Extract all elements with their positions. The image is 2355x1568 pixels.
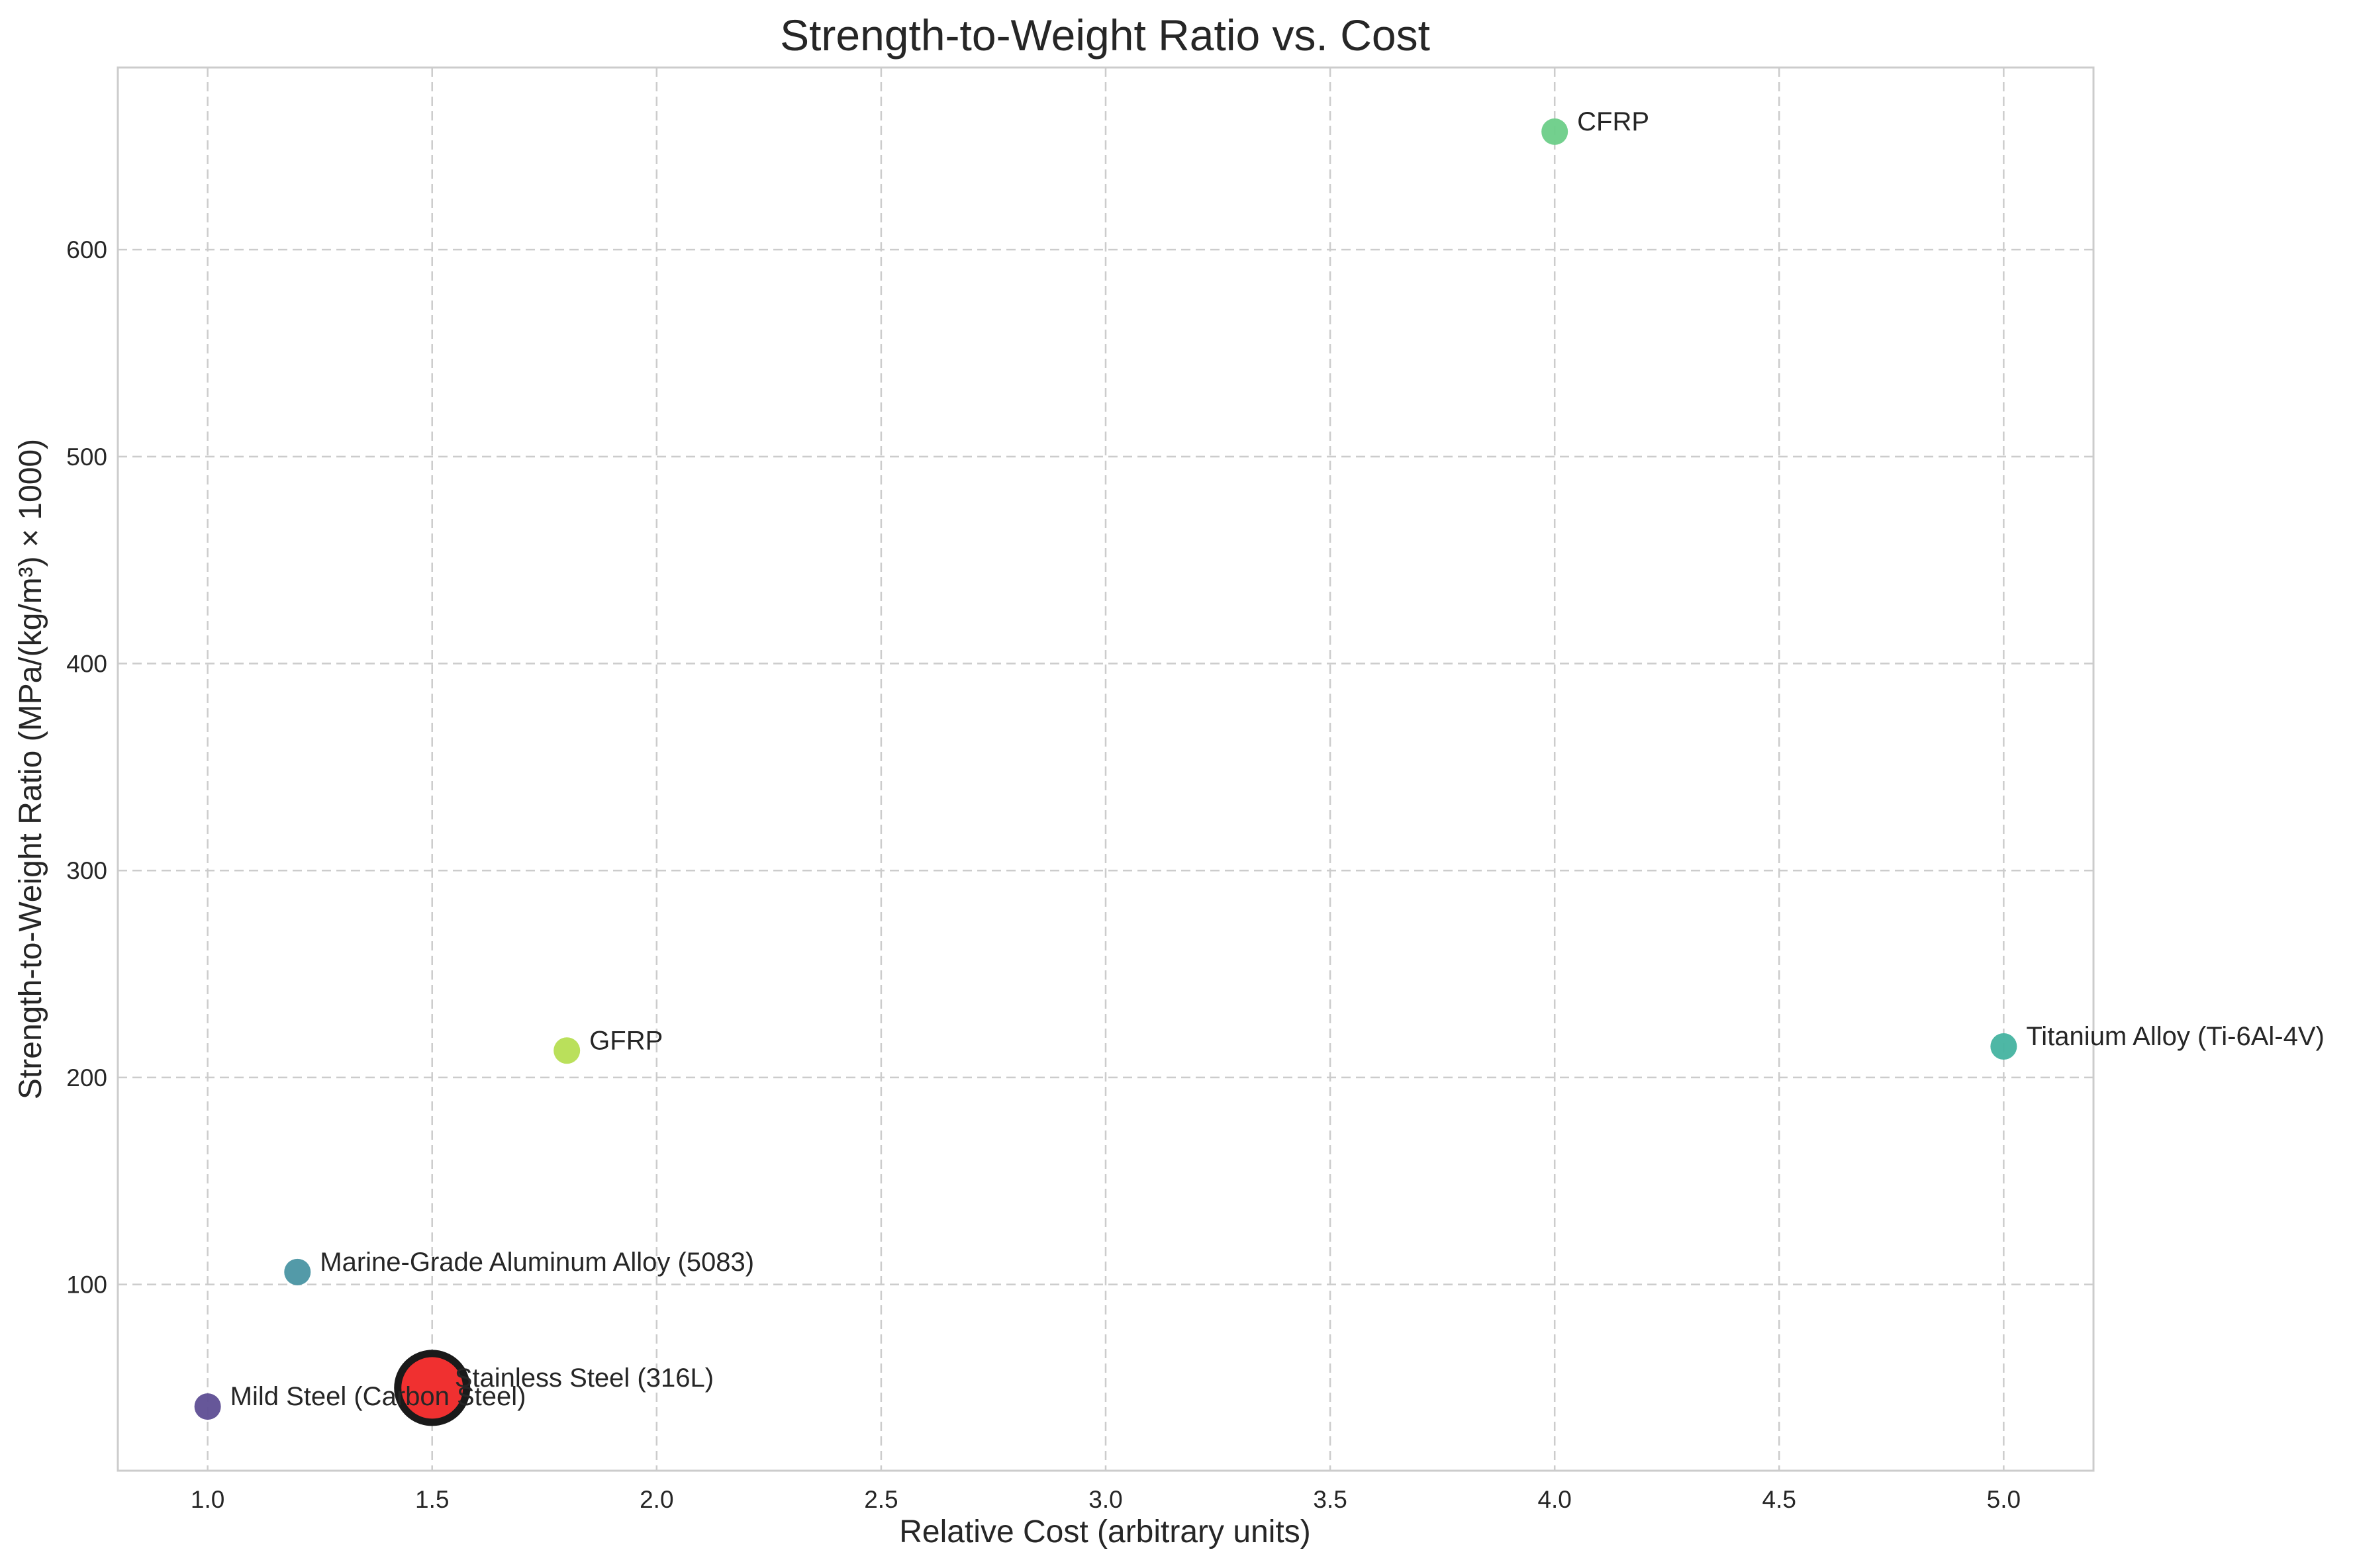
x-tick-label: 4.0 bbox=[1537, 1486, 1571, 1513]
y-tick-labels: 100 200 300 400 500 600 bbox=[66, 236, 107, 1298]
x-tick-label: 1.5 bbox=[415, 1486, 449, 1513]
data-points bbox=[194, 118, 2017, 1426]
x-tick-label: 2.0 bbox=[640, 1486, 673, 1513]
y-tick-label: 100 bbox=[66, 1271, 107, 1299]
data-point-label: Titanium Alloy (Ti-6Al-4V) bbox=[2026, 1022, 2324, 1051]
x-tick-label: 3.0 bbox=[1088, 1486, 1122, 1513]
data-point-label: Marine-Grade Aluminum Alloy (5083) bbox=[320, 1248, 754, 1277]
y-tick-label: 500 bbox=[66, 443, 107, 471]
x-tick-label: 1.0 bbox=[191, 1486, 224, 1513]
data-point bbox=[284, 1258, 311, 1285]
x-axis-label: Relative Cost (arbitrary units) bbox=[899, 1514, 1311, 1549]
x-tick-label: 4.5 bbox=[1762, 1486, 1796, 1513]
y-axis-label: Strength-to-Weight Ratio (MPa/(kg/m³) × … bbox=[13, 439, 48, 1099]
x-gridlines bbox=[207, 68, 2005, 1471]
data-point bbox=[194, 1393, 221, 1420]
chart-title: Strength-to-Weight Ratio vs. Cost bbox=[780, 11, 1430, 60]
data-point bbox=[1541, 118, 1568, 145]
y-tick-label: 600 bbox=[66, 236, 107, 263]
x-tick-label: 5.0 bbox=[1987, 1486, 2021, 1513]
y-gridlines bbox=[118, 248, 2093, 1285]
data-point-label: Mild Steel (Carbon Steel) bbox=[230, 1382, 526, 1411]
data-point bbox=[553, 1037, 581, 1064]
y-tick-label: 200 bbox=[66, 1064, 107, 1091]
data-point-highlighted bbox=[394, 1350, 471, 1426]
data-point-label: GFRP bbox=[589, 1026, 663, 1055]
x-tick-label: 2.5 bbox=[864, 1486, 898, 1513]
plot-frame bbox=[117, 66, 2095, 1472]
data-point-label: Stainless Steel (316L) bbox=[455, 1363, 714, 1393]
y-tick-label: 300 bbox=[66, 857, 107, 884]
x-tick-label: 3.5 bbox=[1313, 1486, 1347, 1513]
data-point-label: CFRP bbox=[1577, 107, 1649, 136]
x-tick-labels: 1.0 1.5 2.0 2.5 3.0 3.5 4.0 4.5 5.0 bbox=[191, 1486, 2021, 1513]
data-point bbox=[1990, 1033, 2017, 1060]
y-tick-label: 400 bbox=[66, 651, 107, 678]
data-point-labels: Mild Steel (Carbon Steel) Marine-Grade Al… bbox=[230, 107, 2325, 1411]
